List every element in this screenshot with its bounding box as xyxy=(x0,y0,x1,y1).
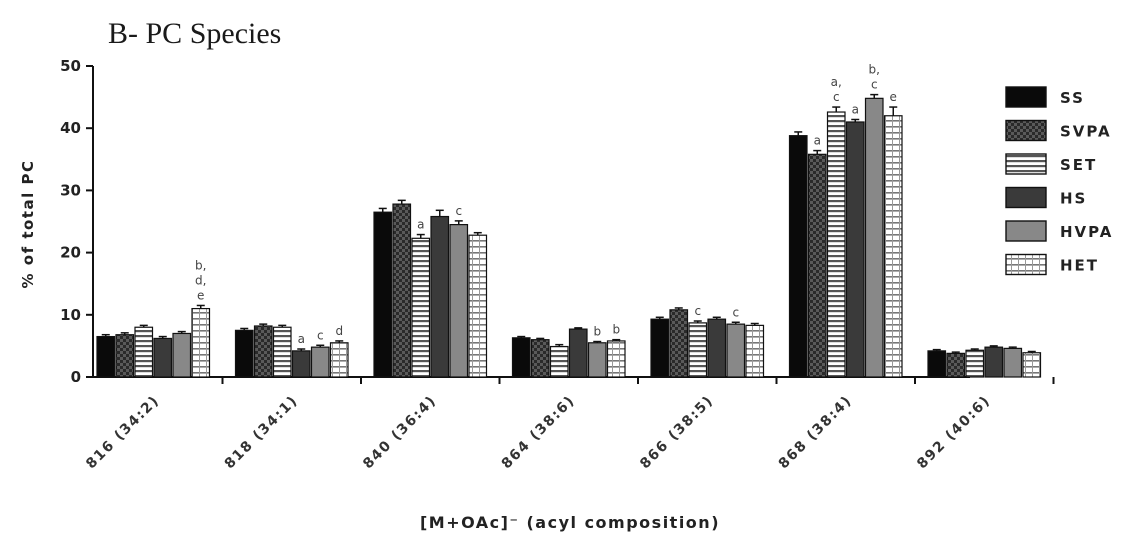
bar-het-5 xyxy=(883,115,903,378)
bar-set-4 xyxy=(688,322,708,378)
bar-svpa-0 xyxy=(115,334,135,378)
bar-ss-1 xyxy=(234,329,254,378)
x-tick-label: 864 (38:6) xyxy=(499,393,579,473)
significance-letter: a xyxy=(814,134,821,148)
x-tick-labels: 816 (34:2) 818 (34:1) 840 (36:4) 864 (38:6)… xyxy=(83,393,994,473)
x-tick-label: 818 (34:1) xyxy=(222,393,302,473)
legend-label-ss: SS xyxy=(1060,89,1085,107)
significance-letter: c xyxy=(317,328,324,342)
x-tick-label: 840 (36:4) xyxy=(360,393,440,473)
x-tick-label: 868 (38:4) xyxy=(776,393,856,473)
significance-letter: b xyxy=(612,323,620,337)
bar-hs-5 xyxy=(845,121,865,378)
bar-ss-2 xyxy=(373,211,393,378)
bar-svpa-5 xyxy=(807,153,827,378)
bar-het-6 xyxy=(1022,352,1042,378)
legend-label-hs: HS xyxy=(1060,190,1087,208)
bar-hvpa-1 xyxy=(310,346,330,378)
bar-set-2 xyxy=(411,237,431,378)
x-axis-label: [M+OAc]⁻ (acyl composition) xyxy=(420,513,720,532)
x-tick-label: 816 (34:2) xyxy=(83,393,163,473)
significance-letter: b xyxy=(593,325,601,339)
bar-hs-3 xyxy=(568,328,588,378)
y-tick-label: 0 xyxy=(71,368,81,386)
significance-letter: c xyxy=(732,305,739,319)
x-axis xyxy=(93,376,1055,384)
significance-letter: e xyxy=(890,90,897,104)
bar-hvpa-3 xyxy=(587,342,607,378)
y-tick-label: 20 xyxy=(60,244,81,262)
legend-label-het: HET xyxy=(1060,257,1099,275)
bar-het-2 xyxy=(468,234,488,378)
y-axis-label: % of total PC xyxy=(19,160,37,289)
bar-svpa-3 xyxy=(530,339,550,378)
bar-set-5 xyxy=(826,111,846,378)
legend: SS SVPA SET HS HVPA HET xyxy=(1005,86,1113,276)
legend-swatch-set xyxy=(1005,153,1047,175)
legend-swatch-het xyxy=(1005,253,1047,276)
bar-hs-2 xyxy=(430,215,450,378)
bar-hs-6 xyxy=(984,346,1004,378)
bar-set-6 xyxy=(965,349,985,378)
bar-hs-4 xyxy=(707,318,727,378)
bar-svpa-1 xyxy=(253,325,273,378)
significance-letter: a, c xyxy=(831,75,842,104)
bar-hs-1 xyxy=(291,350,311,378)
bar-het-1 xyxy=(329,342,349,378)
bar-ss-6 xyxy=(927,350,947,378)
y-axis: 0 10 20 30 40 50 xyxy=(60,57,94,386)
bar-het-0 xyxy=(191,307,211,378)
bar-ss-0 xyxy=(96,335,116,378)
x-tick-label: 892 (40:6) xyxy=(914,393,994,473)
bar-svpa-2 xyxy=(392,203,412,378)
bar-hvpa-4 xyxy=(726,323,746,378)
bar-ss-5 xyxy=(788,135,808,378)
bar-svpa-4 xyxy=(669,309,689,378)
bar-hvpa-6 xyxy=(1003,347,1023,378)
bar-set-1 xyxy=(272,326,292,378)
significance-letter: a xyxy=(298,332,305,346)
bar-hvpa-0 xyxy=(172,332,192,378)
y-tick-label: 10 xyxy=(60,306,81,324)
legend-swatch-hvpa xyxy=(1005,220,1047,242)
bar-ss-3 xyxy=(511,337,531,378)
legend-label-svpa: SVPA xyxy=(1060,123,1112,141)
bar-set-3 xyxy=(549,345,569,378)
bar-ss-4 xyxy=(650,318,670,378)
bar-het-3 xyxy=(606,340,626,378)
y-tick-label: 30 xyxy=(60,181,81,199)
significance-letter: a xyxy=(417,218,424,232)
chart-title: B- PC Species xyxy=(108,17,281,50)
y-tick-label: 50 xyxy=(60,57,81,75)
significance-letter: c xyxy=(694,304,701,318)
significance-letter: d xyxy=(335,324,343,338)
legend-label-set: SET xyxy=(1060,156,1097,174)
legend-swatch-svpa xyxy=(1005,119,1047,142)
bar-hvpa-2 xyxy=(449,224,469,378)
significance-letter: b, d, e xyxy=(195,258,206,302)
significance-letter: b, c xyxy=(869,63,880,92)
legend-label-hvpa: HVPA xyxy=(1060,223,1113,241)
bar-svpa-6 xyxy=(946,352,966,378)
bar-hvpa-5 xyxy=(864,97,884,378)
legend-swatch-hs xyxy=(1005,186,1047,209)
bar-set-0 xyxy=(134,326,154,378)
significance-letter: c xyxy=(455,204,462,218)
x-tick-label: 866 (38:5) xyxy=(637,393,717,473)
y-tick-label: 40 xyxy=(60,119,81,137)
bar-hs-0 xyxy=(153,337,173,378)
legend-swatch-ss xyxy=(1005,86,1047,108)
significance-letter: a xyxy=(852,102,859,116)
bar-het-4 xyxy=(745,324,765,378)
bars-group xyxy=(96,93,1042,378)
